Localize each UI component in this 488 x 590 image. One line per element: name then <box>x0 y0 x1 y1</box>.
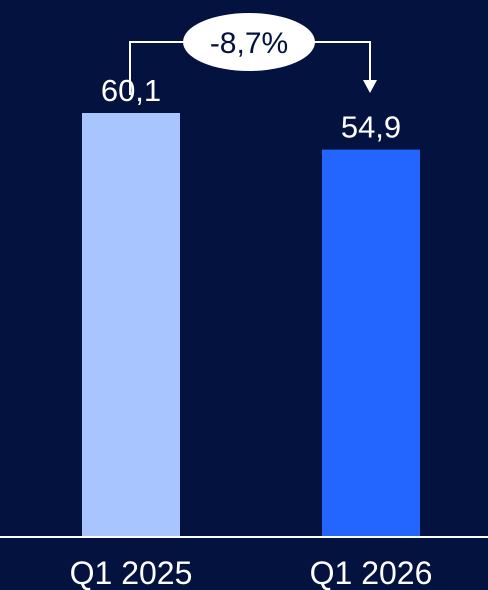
bar-q1-2026 <box>322 149 420 536</box>
value-label-q1-2025: 60,1 <box>101 73 161 108</box>
category-label-q1-2025: Q1 2025 <box>70 555 193 590</box>
change-arrowhead-icon <box>363 80 377 93</box>
labels-group: 60,1 Q1 2025 54,9 Q1 2026 <box>70 73 433 590</box>
bar-q1-2025 <box>82 113 180 536</box>
category-label-q1-2026: Q1 2026 <box>310 555 433 590</box>
change-callout-bubble <box>183 13 315 71</box>
change-callout-label: -8,7% <box>210 27 288 60</box>
value-label-q1-2026: 54,9 <box>341 110 401 145</box>
bars-group <box>82 113 420 536</box>
